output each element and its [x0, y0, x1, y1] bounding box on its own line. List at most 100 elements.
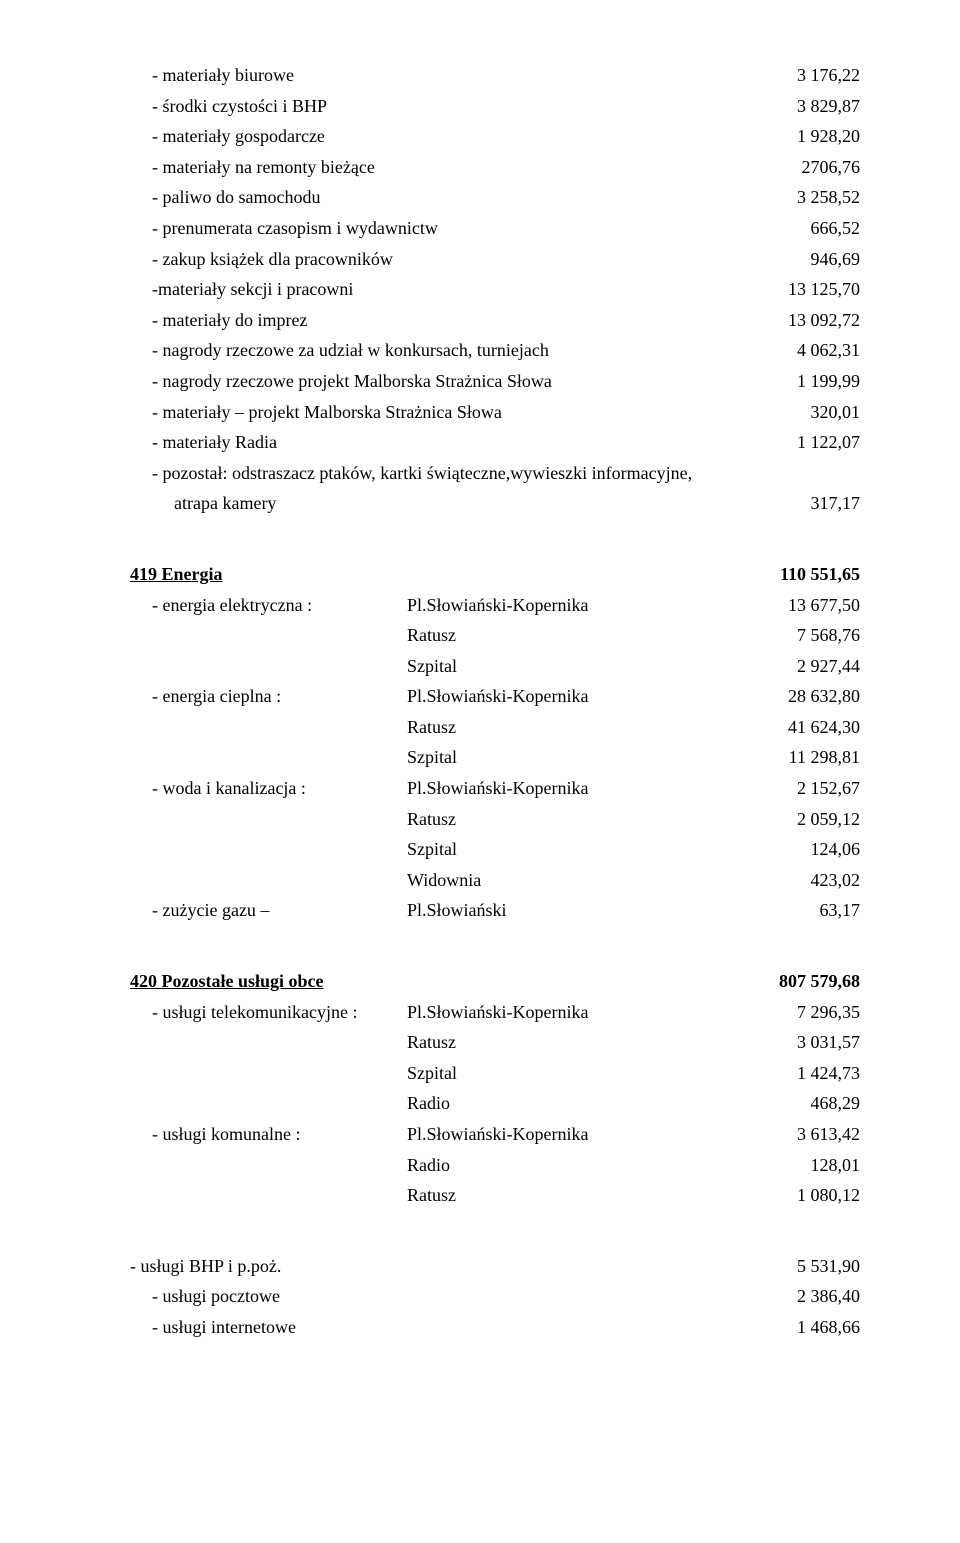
sub-line-location: Ratusz [407, 1180, 777, 1211]
sub-line-location: Pl.Słowiański-Kopernika [407, 590, 768, 621]
line-item-label: - materiały na remonty bieżące [130, 152, 782, 183]
sub-line-category: - zużycie gazu – [152, 895, 407, 926]
sub-line-category: - usługi komunalne : [152, 1119, 407, 1150]
line-item: - nagrody rzeczowe projekt Malborska Str… [130, 366, 860, 397]
line-item: - pozostał: odstraszacz ptaków, kartki ś… [130, 458, 860, 489]
sub-line-location: Widownia [407, 865, 791, 896]
line-item-label: - nagrody rzeczowe projekt Malborska Str… [130, 366, 777, 397]
sub-line-location: Pl.Słowiański-Kopernika [407, 773, 777, 804]
sub-line-location: Szpital [407, 834, 791, 865]
line-item-label: - materiały Radia [130, 427, 777, 458]
sub-line-item: - energia cieplna :Pl.Słowiański-Koperni… [130, 681, 860, 712]
sub-line-item: Szpital124,06 [130, 834, 860, 865]
line-item-label: - materiały – projekt Malborska Strażnic… [130, 397, 791, 428]
sub-line-item: Szpital2 927,44 [130, 651, 860, 682]
sub-line-item: Ratusz41 624,30 [130, 712, 860, 743]
section-419-header: 419 Energia 110 551,65 [130, 559, 860, 590]
line-item-label: - materiały biurowe [130, 60, 777, 91]
section-420-total: 807 579,68 [779, 966, 860, 997]
sub-line-location: Radio [407, 1150, 791, 1181]
line-item-label: - środki czystości i BHP [130, 91, 777, 122]
line-item-label: - pozostał: odstraszacz ptaków, kartki ś… [130, 458, 860, 489]
sub-line-location: Pl.Słowiański-Kopernika [407, 997, 777, 1028]
sub-line-value: 2 927,44 [777, 651, 860, 682]
sub-line-value: 3 613,42 [777, 1119, 860, 1150]
sub-line-value: 13 677,50 [768, 590, 860, 621]
sub-line-category: - energia cieplna : [152, 681, 407, 712]
sub-line-value: 7 296,35 [777, 997, 860, 1028]
line-item: - materiały – projekt Malborska Strażnic… [130, 397, 860, 428]
line-item-label: - usługi BHP i p.poż. [130, 1251, 777, 1282]
line-item-value: 2706,76 [782, 152, 861, 183]
line-item: - usługi pocztowe2 386,40 [130, 1281, 860, 1312]
line-item-label: - nagrody rzeczowe za udział w konkursac… [130, 335, 777, 366]
sub-line-location: Ratusz [407, 1027, 777, 1058]
sub-line-item: Ratusz1 080,12 [130, 1180, 860, 1211]
line-item-value: 1 928,20 [777, 121, 860, 152]
sub-line-location: Szpital [407, 1058, 777, 1089]
line-item: - materiały do imprez13 092,72 [130, 305, 860, 336]
section-420-header: 420 Pozostałe usługi obce 807 579,68 [130, 966, 860, 997]
sub-line-value: 3 031,57 [777, 1027, 860, 1058]
sub-line-category: - energia elektryczna : [152, 590, 407, 621]
sub-line-value: 2 152,67 [777, 773, 860, 804]
sub-line-value: 1 424,73 [777, 1058, 860, 1089]
sub-line-location: Pl.Słowiański-Kopernika [407, 1119, 777, 1150]
sub-line-value: 28 632,80 [768, 681, 860, 712]
sub-line-item: - woda i kanalizacja :Pl.Słowiański-Kope… [130, 773, 860, 804]
sub-line-location: Pl.Słowiański-Kopernika [407, 681, 768, 712]
line-item: - paliwo do samochodu3 258,52 [130, 182, 860, 213]
line-item-value: 1 468,66 [777, 1312, 860, 1343]
sub-line-item: - usługi telekomunikacyjne :Pl.Słowiańsk… [130, 997, 860, 1028]
sub-line-value: 2 059,12 [777, 804, 860, 835]
line-item: atrapa kamery317,17 [130, 488, 860, 519]
line-item: -materiały sekcji i pracowni13 125,70 [130, 274, 860, 305]
section-419-title: 419 Energia [130, 559, 223, 590]
line-item-label: - usługi pocztowe [130, 1281, 777, 1312]
sub-line-item: - zużycie gazu –Pl.Słowiański63,17 [130, 895, 860, 926]
line-item-label: - materiały gospodarcze [130, 121, 777, 152]
line-item-label: atrapa kamery [130, 488, 791, 519]
line-item-value: 2 386,40 [777, 1281, 860, 1312]
sub-line-item: Ratusz3 031,57 [130, 1027, 860, 1058]
line-item-value: 1 122,07 [777, 427, 860, 458]
sub-line-value: 41 624,30 [768, 712, 860, 743]
line-item: - nagrody rzeczowe za udział w konkursac… [130, 335, 860, 366]
sub-line-location: Pl.Słowiański [407, 895, 800, 926]
sub-line-value: 124,06 [791, 834, 861, 865]
sub-line-item: Ratusz7 568,76 [130, 620, 860, 651]
sub-line-value: 423,02 [791, 865, 861, 896]
line-item-value: 13 092,72 [768, 305, 860, 336]
sub-line-item: Ratusz2 059,12 [130, 804, 860, 835]
line-item-value: 13 125,70 [768, 274, 860, 305]
line-item-label: - paliwo do samochodu [130, 182, 777, 213]
line-item-value: 666,52 [791, 213, 861, 244]
line-item: - materiały Radia1 122,07 [130, 427, 860, 458]
sub-line-item: - energia elektryczna :Pl.Słowiański-Kop… [130, 590, 860, 621]
line-item-label: - zakup książek dla pracowników [130, 244, 791, 275]
sub-line-value: 128,01 [791, 1150, 861, 1181]
sub-line-category: - woda i kanalizacja : [152, 773, 407, 804]
line-item-label: - usługi internetowe [130, 1312, 777, 1343]
line-item: - materiały biurowe3 176,22 [130, 60, 860, 91]
sub-line-category: - usługi telekomunikacyjne : [152, 997, 407, 1028]
line-item-label: - materiały do imprez [130, 305, 768, 336]
line-item-value: 320,01 [791, 397, 861, 428]
sub-line-item: Radio128,01 [130, 1150, 860, 1181]
line-item: - materiały na remonty bieżące2706,76 [130, 152, 860, 183]
line-item-value: 946,69 [791, 244, 861, 275]
sub-line-location: Ratusz [407, 620, 777, 651]
line-item: - prenumerata czasopism i wydawnictw666,… [130, 213, 860, 244]
line-item-value: 1 199,99 [777, 366, 860, 397]
section-420-title: 420 Pozostałe usługi obce [130, 966, 324, 997]
section-419-total: 110 551,65 [780, 559, 860, 590]
sub-line-location: Ratusz [407, 712, 768, 743]
line-item: - usługi internetowe1 468,66 [130, 1312, 860, 1343]
line-item: - usługi BHP i p.poż.5 531,90 [130, 1251, 860, 1282]
sub-line-value: 1 080,12 [777, 1180, 860, 1211]
sub-line-location: Szpital [407, 742, 769, 773]
sub-line-value: 63,17 [800, 895, 861, 926]
line-item-label: -materiały sekcji i pracowni [130, 274, 768, 305]
line-item-value: 4 062,31 [777, 335, 860, 366]
line-item: - materiały gospodarcze1 928,20 [130, 121, 860, 152]
